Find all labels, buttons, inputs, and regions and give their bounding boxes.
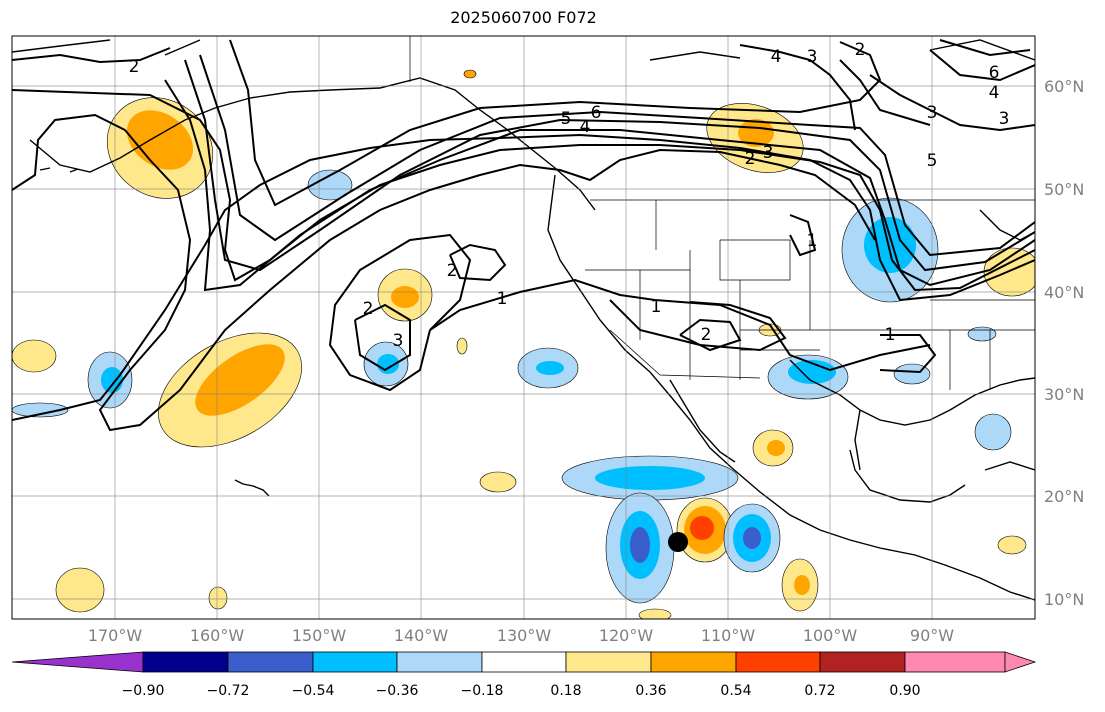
colorbar-segment <box>565 651 652 673</box>
colorbar-segment <box>227 651 314 673</box>
colorbar-max-extend <box>1004 651 1037 673</box>
lon-label: 130°W <box>496 626 552 645</box>
lon-label: 160°W <box>189 626 245 645</box>
contour-label: 5 <box>927 151 938 171</box>
lon-label: 120°W <box>598 626 654 645</box>
contour-label: 1 <box>497 289 508 309</box>
contour-label: 3 <box>999 109 1010 129</box>
contour-label: 4 <box>580 117 591 137</box>
lat-label: 10°N <box>1044 590 1085 609</box>
colorbar-segment <box>819 651 906 673</box>
location-marker <box>668 532 688 552</box>
colorbar-segment <box>312 651 398 673</box>
colorbar-tick-label: −0.54 <box>291 683 335 699</box>
contour-label: 1 <box>807 231 818 251</box>
lon-label: 140°W <box>393 626 449 645</box>
colorbar <box>11 651 1037 673</box>
contour-label: 2 <box>745 149 756 169</box>
contour-label: 6 <box>989 63 1000 83</box>
contour-label: 3 <box>393 331 404 351</box>
shaded-anomalies <box>12 69 1035 619</box>
graticule <box>12 36 1035 619</box>
political-borders <box>409 36 1035 390</box>
colorbar-tick-label: 0.18 <box>550 683 582 699</box>
contour-label: 4 <box>771 47 782 67</box>
colorbar-tick-label: −0.72 <box>206 683 250 699</box>
colorbar-segment <box>904 651 1006 673</box>
colorbar-tick-label: −0.36 <box>375 683 419 699</box>
colorbar-tick-label: 0.90 <box>889 683 921 699</box>
contour-label: 3 <box>807 47 818 67</box>
colorbar-segment <box>650 651 737 673</box>
contour-label: 2 <box>701 325 712 345</box>
colorbar-min-extend <box>11 651 144 673</box>
map-frame <box>11 35 1036 620</box>
lat-label: 40°N <box>1044 283 1085 302</box>
lat-label: 50°N <box>1044 180 1085 199</box>
lon-label: 150°W <box>291 626 347 645</box>
contour-label: 2 <box>447 261 458 281</box>
lon-label: 110°W <box>700 626 756 645</box>
lon-label: 90°W <box>909 626 955 645</box>
colorbar-segment <box>735 651 821 673</box>
contour-label: 3 <box>927 103 938 123</box>
colorbar-segment <box>142 651 229 673</box>
lat-label: 20°N <box>1044 487 1085 506</box>
contour-label: 6 <box>591 103 602 123</box>
map-title: 2025060700 F072 <box>450 8 597 27</box>
contour-label: 2 <box>129 57 140 77</box>
colorbar-tick-label: 0.72 <box>804 683 836 699</box>
contour-label: 5 <box>561 109 572 129</box>
colorbar-tick-label: 0.36 <box>635 683 667 699</box>
contour-label: 1 <box>885 325 896 345</box>
colorbar-tick-label: −0.18 <box>460 683 504 699</box>
colorbar-segment <box>481 651 567 673</box>
lat-label: 30°N <box>1044 385 1085 404</box>
lon-label: 100°W <box>802 626 858 645</box>
contour-labels: 2 2 3 4 6 4 3 3 5 5 6 4 3 2 2 2 3 1 1 2 … <box>129 40 1010 351</box>
colorbar-tick-label: −0.90 <box>121 683 165 699</box>
contour-label: 4 <box>989 83 1000 103</box>
lon-label: 170°W <box>87 626 143 645</box>
contours <box>12 39 1035 432</box>
contour-label: 2 <box>855 40 866 60</box>
contour-label: 3 <box>763 143 774 163</box>
lat-label: 60°N <box>1044 77 1085 96</box>
colorbar-tick-label: 0.54 <box>720 683 752 699</box>
contour-label: 2 <box>363 299 374 319</box>
colorbar-segment <box>396 651 483 673</box>
contour-label: 1 <box>651 297 662 317</box>
